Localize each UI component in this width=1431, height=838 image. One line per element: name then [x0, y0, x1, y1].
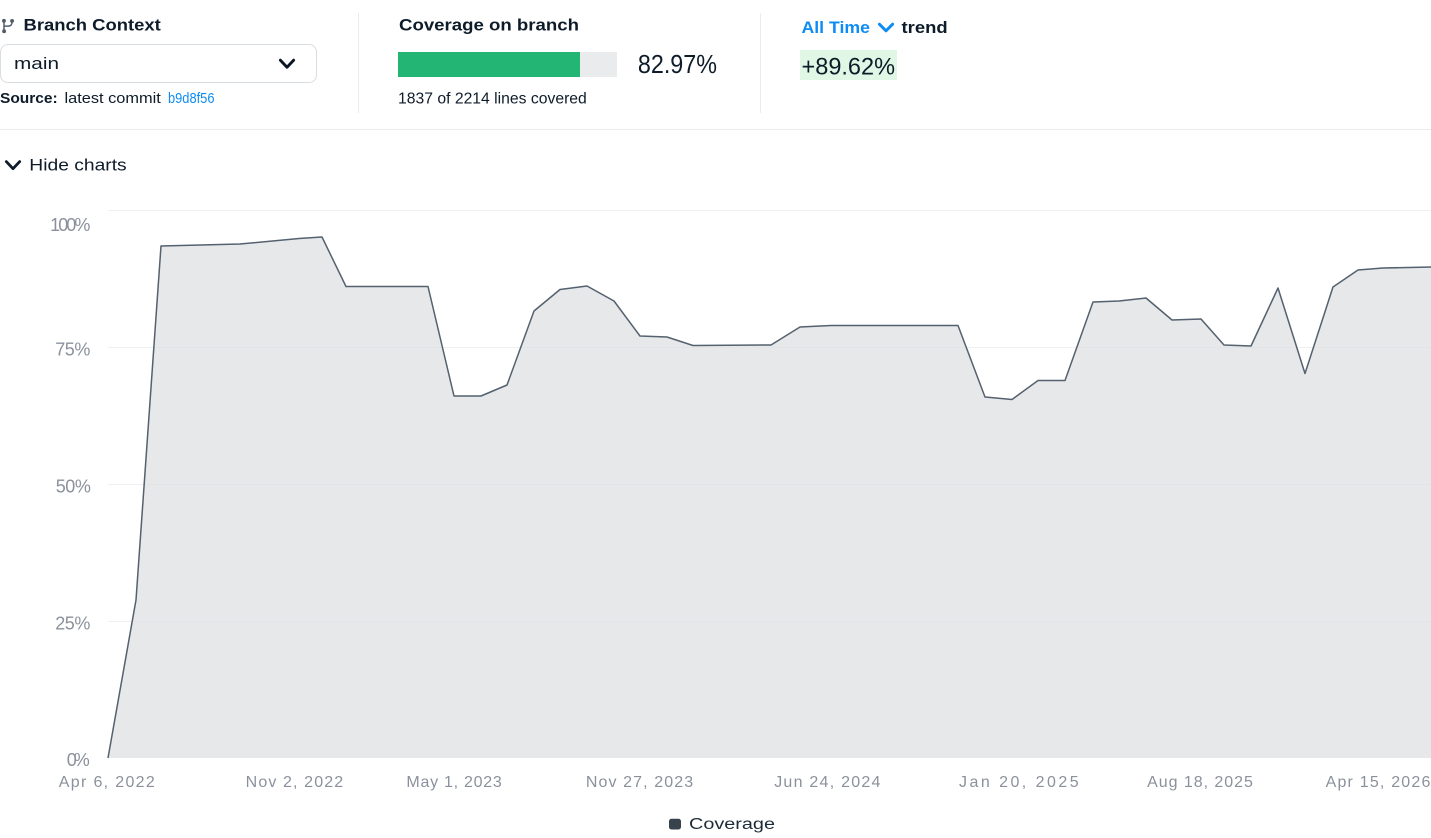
- svg-text:Apr 15, 2026: Apr 15, 2026: [1326, 774, 1431, 791]
- svg-text:50%: 50%: [56, 476, 91, 496]
- svg-text:75%: 75%: [55, 339, 90, 359]
- svg-text:b9d8f56: b9d8f56: [168, 90, 215, 107]
- svg-text:Source:: Source:: [0, 90, 58, 107]
- svg-text:82.97%: 82.97%: [638, 49, 717, 79]
- svg-text:Hide charts: Hide charts: [29, 156, 126, 175]
- svg-text:main: main: [14, 54, 59, 73]
- svg-text:1837 of 2214 lines covered: 1837 of 2214 lines covered: [398, 90, 587, 107]
- svg-text:0%: 0%: [67, 750, 90, 770]
- svg-text:May 1, 2023: May 1, 2023: [406, 774, 501, 791]
- svg-text:Nov 2, 2022: Nov 2, 2022: [246, 774, 344, 791]
- svg-text:+89.62%: +89.62%: [802, 54, 896, 81]
- svg-text:Coverage on branch: Coverage on branch: [399, 15, 579, 34]
- svg-text:trend: trend: [902, 18, 948, 37]
- svg-text:25%: 25%: [55, 614, 90, 634]
- svg-text:Jun 24, 2024: Jun 24, 2024: [774, 774, 880, 791]
- svg-text:Aug 18, 2025: Aug 18, 2025: [1147, 774, 1253, 791]
- svg-text:Apr 6, 2022: Apr 6, 2022: [59, 774, 155, 791]
- svg-text:Branch Context: Branch Context: [24, 15, 162, 34]
- svg-text:Coverage: Coverage: [689, 816, 775, 833]
- svg-text:Jan 20, 2025: Jan 20, 2025: [959, 774, 1079, 791]
- svg-text:Nov 27, 2023: Nov 27, 2023: [586, 774, 693, 791]
- svg-text:All Time: All Time: [802, 18, 870, 37]
- svg-text:latest commit: latest commit: [65, 90, 162, 107]
- svg-text:100%: 100%: [50, 215, 90, 235]
